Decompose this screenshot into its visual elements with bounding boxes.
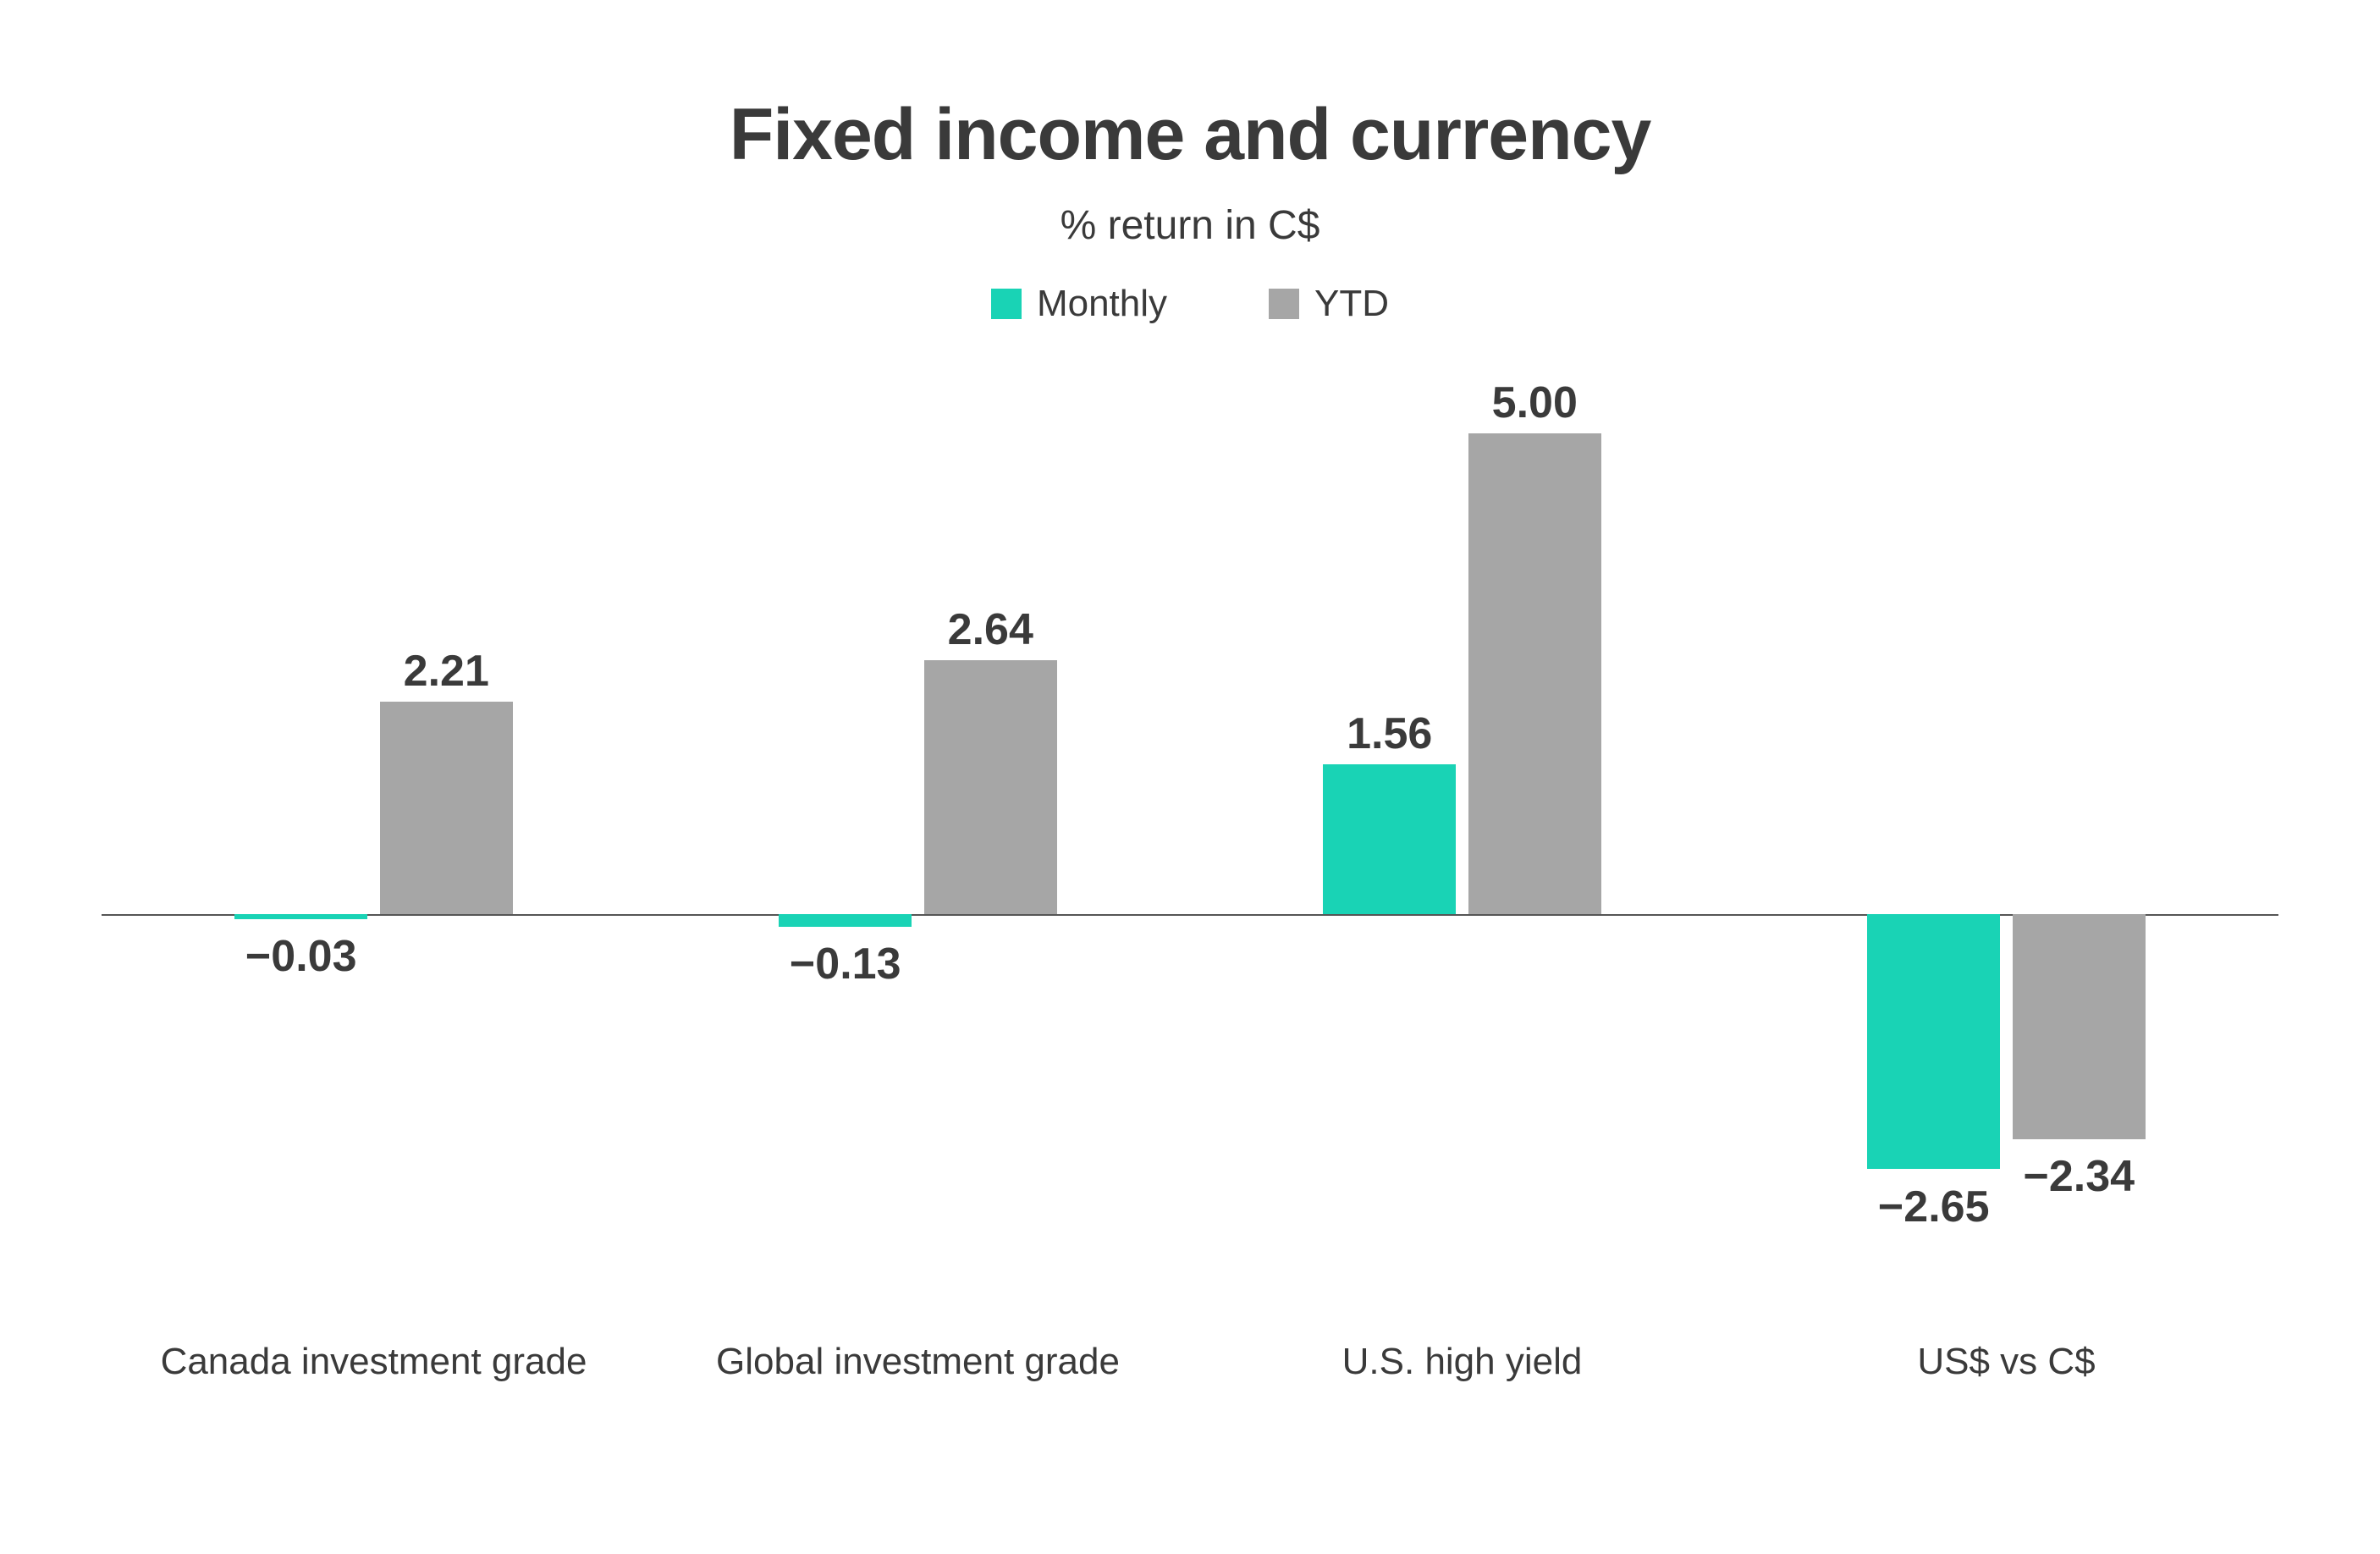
category-label-1: Global investment grade [646, 1341, 1190, 1383]
category-label-0: Canada investment grade [102, 1341, 646, 1383]
bar-monthly-3 [1867, 914, 2000, 1169]
bar-label-monthly-0: −0.03 [129, 931, 473, 982]
chart-container: Fixed income and currency % return in C$… [0, 0, 2380, 1554]
legend-swatch-monthly [991, 289, 1022, 319]
bar-monthly-1 [779, 914, 912, 927]
legend-swatch-ytd [1269, 289, 1299, 319]
chart-subtitle: % return in C$ [0, 202, 2380, 249]
bar-monthly-2 [1323, 764, 1456, 914]
bar-ytd-1 [924, 660, 1057, 914]
category-label-3: US$ vs C$ [1734, 1341, 2278, 1383]
bar-label-ytd-3: −2.34 [1907, 1151, 2251, 1202]
bar-ytd-0 [380, 702, 513, 914]
bar-label-ytd-0: 2.21 [274, 646, 619, 697]
legend-label-ytd: YTD [1314, 283, 1389, 325]
bar-label-ytd-1: 2.64 [818, 604, 1163, 655]
plot-area: −0.032.21Canada investment grade−0.132.6… [102, 376, 2278, 1222]
legend-item-ytd: YTD [1269, 283, 1389, 325]
legend-item-monthly: Monthly [991, 283, 1167, 325]
category-label-2: U.S. high yield [1190, 1341, 1734, 1383]
legend-label-monthly: Monthly [1037, 283, 1167, 325]
bar-ytd-2 [1468, 433, 1601, 914]
bar-monthly-0 [234, 914, 367, 919]
bar-label-monthly-1: −0.13 [673, 939, 1017, 989]
chart-legend: Monthly YTD [0, 283, 2380, 325]
bar-ytd-3 [2013, 914, 2146, 1139]
chart-title: Fixed income and currency [0, 93, 2380, 177]
bar-label-ytd-2: 5.00 [1363, 377, 1707, 428]
